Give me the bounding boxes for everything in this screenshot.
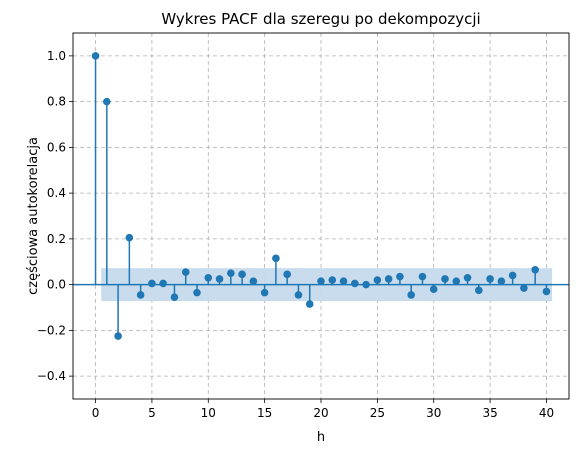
stem-marker xyxy=(463,273,472,282)
stem-marker xyxy=(305,300,314,308)
stem-marker xyxy=(170,293,179,302)
y-tick-label: 0.2 xyxy=(47,232,66,246)
stem-marker xyxy=(148,279,156,288)
y-tick-label: 0.4 xyxy=(47,186,66,200)
x-tick-label: 30 xyxy=(426,406,441,420)
x-axis-label: h xyxy=(317,430,325,445)
stem-marker xyxy=(193,288,201,297)
stem-marker xyxy=(441,275,449,283)
stem-marker xyxy=(103,97,111,106)
y-axis-label: częściowa autokorelacja xyxy=(26,137,41,295)
x-tick-label: 40 xyxy=(539,406,554,420)
stem-marker xyxy=(407,291,415,299)
stem-marker xyxy=(396,272,404,281)
stem-marker xyxy=(125,233,134,242)
stem-marker xyxy=(497,277,506,285)
stem-marker xyxy=(339,277,348,285)
x-tick-label: 25 xyxy=(370,406,385,420)
y-tick-label: 0.6 xyxy=(47,140,66,154)
stem-marker xyxy=(249,277,258,285)
stem-marker xyxy=(520,284,528,292)
stem-marker xyxy=(475,286,483,295)
stem-marker xyxy=(486,275,494,283)
stem-marker xyxy=(181,268,190,276)
plot-frame xyxy=(72,32,570,400)
x-tick-label: 15 xyxy=(257,406,272,420)
stem-layer xyxy=(73,52,569,340)
y-tick-label: 1.0 xyxy=(47,49,66,63)
stem-marker xyxy=(418,272,427,281)
x-tick-label: 0 xyxy=(92,406,100,420)
stem-marker xyxy=(542,287,551,296)
stem-marker xyxy=(204,273,213,282)
stem-marker xyxy=(114,332,122,340)
stem-marker xyxy=(91,52,100,60)
y-tick-label: 0.8 xyxy=(47,95,66,109)
stem-marker xyxy=(452,277,461,285)
stem-marker xyxy=(429,285,438,294)
y-tick-label: −0.2 xyxy=(37,323,66,337)
chart-title: Wykres PACF dla szeregu po dekompozycji xyxy=(161,10,480,28)
x-tick-label: 35 xyxy=(482,406,497,420)
stem-marker xyxy=(294,291,303,299)
stem-marker xyxy=(136,291,145,299)
grid-layer xyxy=(73,33,569,399)
stem-marker xyxy=(159,279,167,288)
x-tick-label: 20 xyxy=(313,406,328,420)
stem-marker xyxy=(508,271,517,280)
x-tick-label: 5 xyxy=(148,406,156,420)
stem-marker xyxy=(215,275,224,283)
stem-marker xyxy=(531,265,539,274)
stem-marker xyxy=(260,288,269,297)
stem-marker xyxy=(272,254,280,263)
stem-marker xyxy=(238,270,246,279)
y-tick-label: 0.0 xyxy=(47,278,66,292)
stem-marker xyxy=(317,277,325,285)
stem-marker xyxy=(351,279,359,288)
tick-layer: 0 5 10 15 20 25 30 35 40 −0.4 −0.2 0.0 0.2 0.4 0.6 0.8 1… xyxy=(37,49,554,420)
stem-marker xyxy=(283,270,291,279)
stem-marker xyxy=(362,280,370,289)
y-tick-label: −0.4 xyxy=(37,369,66,383)
stem-marker xyxy=(373,276,382,284)
x-tick-label: 10 xyxy=(201,406,216,420)
stem-marker xyxy=(328,276,337,284)
stem-marker xyxy=(227,269,235,277)
stem-marker xyxy=(384,275,393,283)
